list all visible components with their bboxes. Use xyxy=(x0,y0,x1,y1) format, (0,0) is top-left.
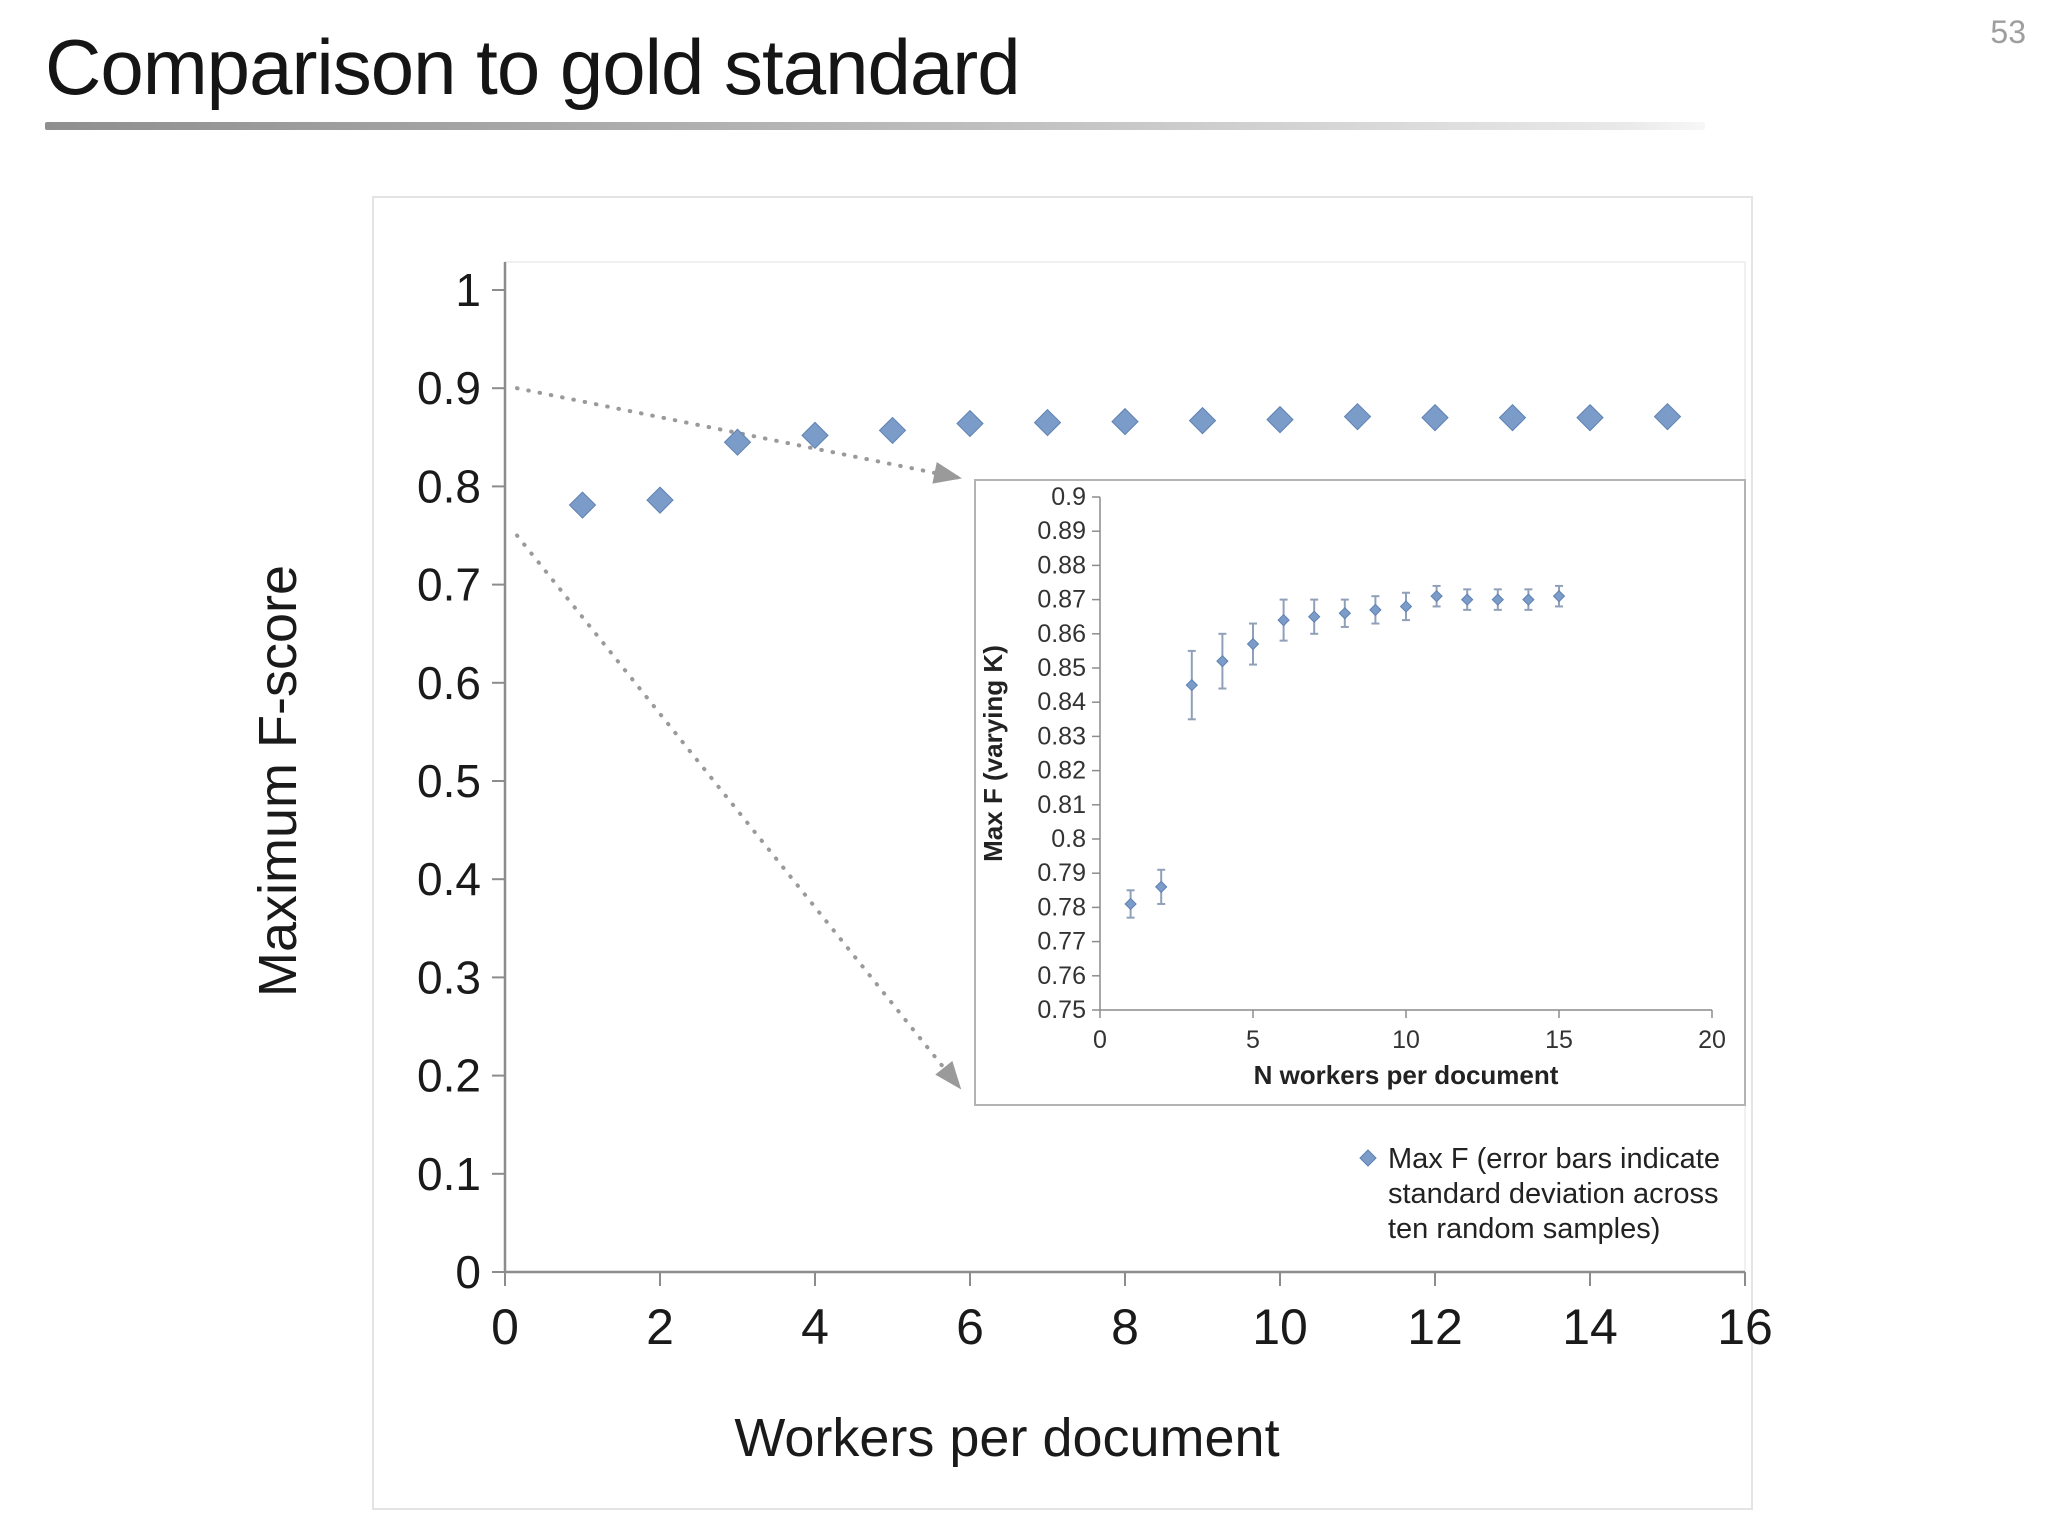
inset-y-tick-label: 0.78 xyxy=(1037,893,1086,921)
y-tick-label: 0.8 xyxy=(417,460,481,512)
inset-y-tick-label: 0.86 xyxy=(1037,620,1086,648)
x-tick-label: 14 xyxy=(1562,1299,1618,1355)
data-point-inset xyxy=(1216,654,1229,668)
inset-y-tick-label: 0.84 xyxy=(1037,688,1086,716)
data-point-inset xyxy=(1124,897,1137,911)
inset-x-tick-label: 15 xyxy=(1545,1026,1573,1054)
data-point-inset xyxy=(1369,603,1382,617)
x-tick-label: 6 xyxy=(956,1299,984,1355)
y-tick-label: 0.6 xyxy=(417,657,481,709)
inset-x-tick-label: 5 xyxy=(1246,1026,1260,1054)
inset-y-tick-label: 0.82 xyxy=(1037,757,1086,785)
data-point-main xyxy=(1111,407,1139,436)
legend-marker xyxy=(1359,1149,1377,1167)
legend-text-line: ten random samples) xyxy=(1388,1213,1660,1245)
inset-y-tick-label: 0.76 xyxy=(1037,962,1086,990)
inset-y-tick-label: 0.87 xyxy=(1037,586,1086,614)
x-tick-label: 16 xyxy=(1717,1299,1773,1355)
y-tick-label: 0.9 xyxy=(417,362,481,414)
data-point-main xyxy=(956,409,984,438)
data-point-main xyxy=(568,491,597,519)
slide-title: Comparison to gold standard xyxy=(45,23,1021,111)
data-point-inset xyxy=(1154,880,1168,894)
inset-y-tick-label: 0.89 xyxy=(1037,517,1086,545)
y-tick-label: 0.1 xyxy=(417,1148,481,1200)
data-point-main xyxy=(1576,403,1604,432)
legend-text-line: standard deviation across xyxy=(1388,1178,1718,1210)
x-tick-label: 8 xyxy=(1111,1299,1139,1355)
y-tick-label: 1 xyxy=(455,264,481,316)
x-tick-label: 4 xyxy=(801,1299,829,1355)
y-tick-label: 0 xyxy=(455,1246,481,1298)
data-point-main xyxy=(1266,405,1294,434)
data-point-inset xyxy=(1338,607,1352,620)
data-point-main xyxy=(1653,402,1682,431)
data-point-inset xyxy=(1522,593,1535,606)
data-point-main xyxy=(1343,402,1372,431)
main-x-axis-title: Workers per document xyxy=(734,1408,1279,1468)
data-point-main xyxy=(1498,403,1527,432)
inset-x-tick-label: 0 xyxy=(1093,1026,1107,1054)
y-tick-label: 0.5 xyxy=(417,755,481,807)
title-divider xyxy=(45,122,1705,130)
inset-y-tick-label: 0.81 xyxy=(1037,791,1086,819)
data-point-inset xyxy=(1430,589,1443,603)
data-point-inset xyxy=(1460,593,1474,606)
data-point-inset xyxy=(1552,589,1566,603)
data-point-inset xyxy=(1307,610,1321,623)
inset-y-tick-label: 0.79 xyxy=(1037,859,1086,887)
main-y-axis-title: Maximum F-score xyxy=(248,565,308,997)
inset-y-axis-title: Max F (varying K) xyxy=(978,645,1008,862)
y-tick-label: 0.3 xyxy=(417,951,481,1003)
zoom-callout-bottom xyxy=(515,533,962,1090)
inset-x-tick-label: 10 xyxy=(1392,1026,1420,1054)
y-tick-label: 0.7 xyxy=(417,559,481,611)
inset-y-tick-label: 0.85 xyxy=(1037,654,1086,682)
data-point-main xyxy=(1421,403,1449,432)
data-point-main xyxy=(1033,408,1062,437)
data-point-inset xyxy=(1277,613,1290,627)
x-tick-label: 10 xyxy=(1252,1299,1308,1355)
inset-x-tick-label: 20 xyxy=(1698,1026,1726,1054)
inset-x-axis-title: N workers per document xyxy=(1254,1060,1559,1090)
data-point-main xyxy=(646,486,674,514)
data-point-main xyxy=(878,416,907,445)
inset-y-tick-label: 0.88 xyxy=(1037,551,1086,579)
x-tick-label: 2 xyxy=(646,1299,674,1355)
inset-y-tick-label: 0.77 xyxy=(1037,928,1086,956)
data-point-main xyxy=(1188,406,1217,435)
data-point-inset xyxy=(1491,593,1505,606)
inset-box xyxy=(974,479,1746,1106)
slide-number: 53 xyxy=(1990,14,2026,50)
data-point-inset xyxy=(1246,637,1260,651)
data-point-main xyxy=(723,428,752,456)
y-tick-label: 0.4 xyxy=(417,853,481,905)
x-tick-label: 0 xyxy=(491,1299,519,1355)
chart-frame xyxy=(372,196,1753,1510)
y-tick-label: 0.2 xyxy=(417,1050,481,1102)
data-point-main xyxy=(801,421,829,450)
x-tick-label: 12 xyxy=(1407,1299,1463,1355)
data-point-inset xyxy=(1399,600,1413,613)
legend-text-line: Max F (error bars indicate xyxy=(1388,1143,1720,1175)
data-point-inset xyxy=(1185,678,1199,692)
inset-y-tick-label: 0.8 xyxy=(1051,825,1086,853)
inset-y-tick-label: 0.75 xyxy=(1037,996,1086,1024)
inset-y-tick-label: 0.83 xyxy=(1037,722,1086,750)
inset-y-tick-label: 0.9 xyxy=(1051,483,1086,511)
